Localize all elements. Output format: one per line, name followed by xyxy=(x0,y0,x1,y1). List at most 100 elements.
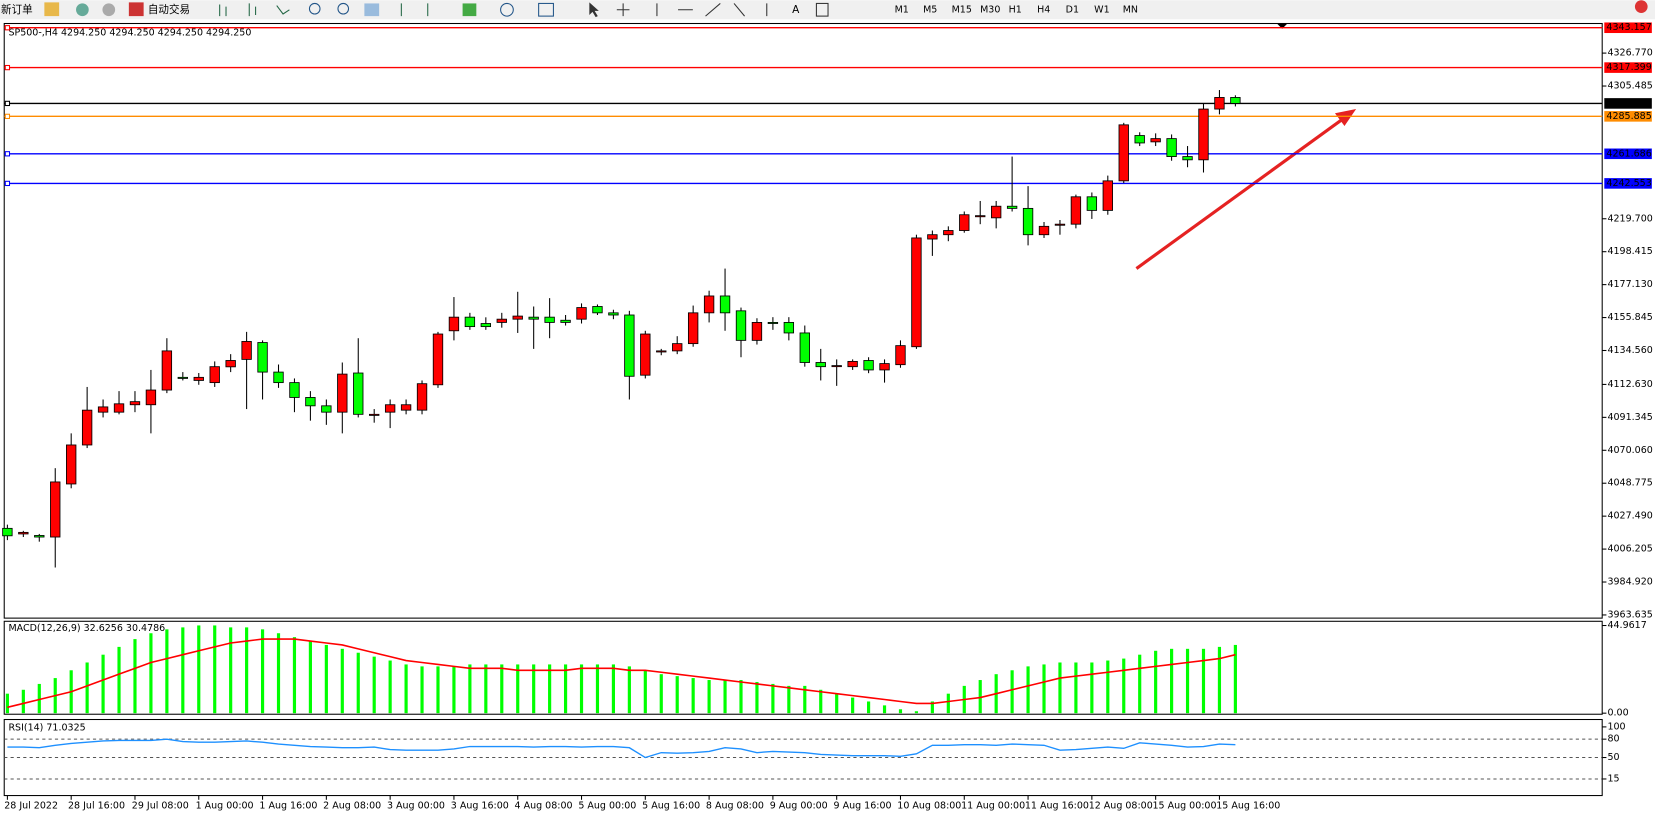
x-tick-label: 28 Jul 2022 xyxy=(4,801,58,812)
macd-bar xyxy=(101,654,105,714)
candle-body xyxy=(624,314,635,377)
candle-body xyxy=(1102,180,1113,211)
candle-body xyxy=(544,316,555,323)
macd-bar xyxy=(133,639,137,714)
macd-bar xyxy=(356,652,360,714)
level-tag xyxy=(1604,22,1652,34)
y-tick-label: 4326.770 xyxy=(1607,48,1652,59)
level-marker xyxy=(4,180,11,187)
timeframe-button[interactable]: M1 xyxy=(895,4,909,15)
candle-body xyxy=(1006,205,1018,209)
y-tick-label: 4112.630 xyxy=(1607,379,1652,390)
candle-body xyxy=(1134,135,1145,144)
timeframe-button[interactable]: H1 xyxy=(1009,4,1022,15)
timeframe-button[interactable]: D1 xyxy=(1066,4,1079,15)
candle-body xyxy=(432,333,444,386)
macd-bar xyxy=(516,664,520,714)
candle-body xyxy=(990,205,1002,219)
macd-bar xyxy=(707,680,711,714)
macd-bar xyxy=(149,633,153,714)
candle-body xyxy=(608,312,619,316)
cursor[interactable] xyxy=(589,2,599,18)
candle-body xyxy=(735,310,747,341)
candle-body xyxy=(384,404,396,413)
macd-bar xyxy=(851,697,855,714)
main-panel xyxy=(3,22,1603,619)
macd-panel xyxy=(3,620,1603,715)
timeframe-button[interactable]: M15 xyxy=(952,4,972,15)
macd-bar xyxy=(835,693,839,714)
macd-bar xyxy=(898,709,903,714)
timeframe-button[interactable]: M5 xyxy=(923,4,937,15)
macd-bar xyxy=(819,689,823,714)
candle-body xyxy=(576,307,587,320)
tile[interactable] xyxy=(364,3,380,17)
notification-badge[interactable] xyxy=(1634,0,1648,13)
scroll-icons[interactable] xyxy=(400,3,429,17)
y-tick-label: 3984.920 xyxy=(1607,577,1652,588)
x-tick-label: 2 Aug 08:00 xyxy=(323,801,381,812)
icon[interactable] xyxy=(102,3,116,17)
candle-body xyxy=(97,406,109,413)
macd-bar xyxy=(1185,648,1190,714)
candle-body xyxy=(815,362,826,368)
x-tick-label: 9 Aug 16:00 xyxy=(834,801,892,812)
y-tick-label: 3963.635 xyxy=(1607,609,1652,620)
zoom-in[interactable] xyxy=(308,2,321,15)
level-marker xyxy=(4,100,11,107)
auto-trade-button[interactable]: 自动交易 xyxy=(148,3,190,16)
macd-bar xyxy=(1170,648,1174,714)
y-tick-label: 4177.130 xyxy=(1607,279,1652,290)
level-tag xyxy=(1604,178,1652,189)
macd-bar xyxy=(213,625,217,714)
periods[interactable] xyxy=(500,2,514,17)
macd-bar xyxy=(643,670,647,714)
draw-tools[interactable] xyxy=(616,3,768,17)
y-tick-label: 4048.775 xyxy=(1607,478,1652,489)
macd-bar xyxy=(532,664,536,714)
x-tick-label: 4 Aug 08:00 xyxy=(515,801,573,812)
level-label: 4242.553 xyxy=(1606,178,1651,189)
macd-bar xyxy=(388,660,392,714)
text-tool[interactable]: A xyxy=(792,4,800,16)
candle-body xyxy=(161,350,173,391)
macd-bar xyxy=(914,711,919,714)
chart-type-icons[interactable] xyxy=(219,3,290,17)
icon[interactable] xyxy=(44,2,60,17)
candle-body xyxy=(2,527,13,537)
label-tool[interactable] xyxy=(815,2,829,17)
macd-bar xyxy=(5,693,9,714)
candle-body xyxy=(959,214,970,231)
macd-bar xyxy=(340,648,344,714)
candle-body xyxy=(145,389,157,406)
macd-bar xyxy=(659,674,663,714)
candle-body xyxy=(751,322,763,341)
icon[interactable] xyxy=(76,3,89,17)
candle-body xyxy=(831,365,842,368)
templates[interactable] xyxy=(538,2,554,17)
macd-bar xyxy=(245,627,249,714)
auto-trade-icon[interactable] xyxy=(128,2,144,17)
macd-bar xyxy=(308,641,312,714)
candle-body xyxy=(1150,138,1161,143)
x-tick-label: 12 Aug 08:00 xyxy=(1089,801,1153,812)
level-label: 4317.399 xyxy=(1606,62,1651,73)
macd-bar xyxy=(548,664,552,714)
y-tick-label: 100 xyxy=(1607,721,1625,732)
x-tick-label: 11 Aug 00:00 xyxy=(961,801,1025,812)
macd-bar xyxy=(1058,662,1062,714)
indicators[interactable] xyxy=(462,3,477,17)
timeframe-button[interactable]: M30 xyxy=(980,4,1000,15)
new-order-button[interactable]: 新订单 xyxy=(1,3,33,16)
y-tick-label: 4027.490 xyxy=(1607,511,1652,522)
macd-bar xyxy=(1217,646,1222,714)
macd-bar xyxy=(882,705,887,714)
timeframe-button[interactable]: MN xyxy=(1123,4,1138,15)
zoom-out[interactable] xyxy=(337,2,350,15)
candle-body xyxy=(560,319,571,323)
candle-body xyxy=(129,401,141,406)
x-tick-label: 1 Aug 00:00 xyxy=(196,801,254,812)
timeframe-button[interactable]: W1 xyxy=(1094,4,1109,15)
candle-body xyxy=(656,350,667,353)
timeframe-button[interactable]: H4 xyxy=(1037,4,1050,15)
